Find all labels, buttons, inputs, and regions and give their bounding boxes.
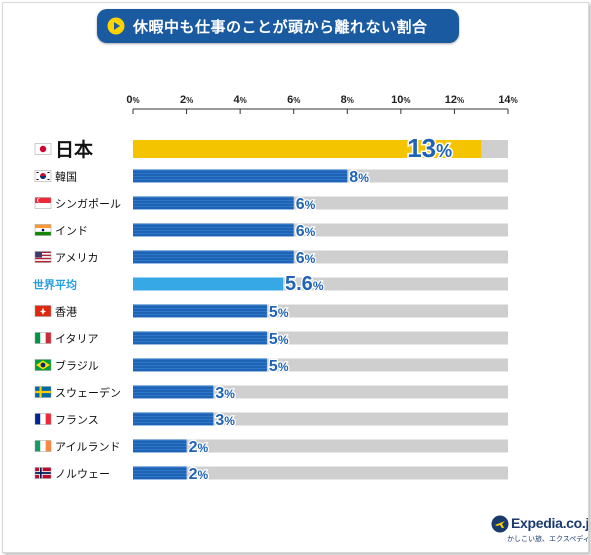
- bar: [133, 277, 283, 291]
- category-label: インド: [55, 225, 88, 238]
- bar-track: [133, 466, 508, 480]
- category-label: 日本: [55, 138, 93, 161]
- italy-flag-icon: [34, 332, 52, 344]
- bar: [133, 331, 267, 345]
- x-tick-label: 10%: [391, 94, 410, 106]
- category-label: アイルランド: [55, 441, 120, 454]
- brand-tagline: かしこい旅、エクスペディア: [507, 535, 589, 543]
- category-label: 韓国: [55, 171, 77, 184]
- singapore-flag-icon: [34, 197, 52, 209]
- bar: [133, 385, 214, 399]
- sweden-flag-icon: [34, 386, 52, 398]
- chart-title: 休暇中も仕事のことが頭から離れない割合: [133, 17, 428, 36]
- value-label: 3%: [215, 385, 235, 402]
- title-banner: 休暇中も仕事のことが頭から離れない割合: [97, 9, 459, 43]
- japan-flag-icon: [34, 143, 52, 155]
- value-label: 6%: [296, 250, 316, 267]
- category-label: フランス: [55, 414, 99, 427]
- x-tick-label: 12%: [445, 94, 464, 106]
- x-tick-label: 2%: [180, 94, 193, 106]
- france-flag-icon: [34, 413, 52, 425]
- india-flag-icon: [34, 224, 52, 236]
- value-label: 6%: [296, 223, 316, 240]
- bar: [133, 223, 294, 237]
- bar: [133, 358, 267, 372]
- category-label: アメリカ: [55, 252, 98, 265]
- korea-flag-icon: [34, 170, 52, 182]
- brazil-flag-icon: [34, 359, 52, 371]
- category-label: イタリア: [55, 333, 99, 346]
- bar: [133, 169, 348, 183]
- hongkong-flag-icon: [34, 305, 52, 317]
- value-label: 13%: [407, 133, 452, 163]
- expedia-plane-icon: [491, 515, 509, 533]
- expedia-logo: Expedia.co.jp かしこい旅、エクスペディア: [489, 513, 588, 549]
- bar-track: [133, 439, 508, 453]
- category-label: ノルウェー: [55, 468, 110, 481]
- bar: [133, 250, 294, 264]
- value-label: 5.6%: [285, 273, 324, 295]
- value-label: 3%: [215, 412, 235, 429]
- value-label: 2%: [189, 439, 209, 456]
- bar: [133, 439, 187, 453]
- bar: [133, 466, 187, 480]
- x-tick-label: 0%: [126, 94, 139, 106]
- value-label: 5%: [269, 331, 289, 348]
- category-label: 香港: [55, 306, 77, 319]
- norway-flag-icon: [34, 467, 52, 479]
- category-label: シンガポール: [55, 198, 121, 211]
- bar: [133, 412, 214, 426]
- value-label: 5%: [269, 358, 289, 375]
- bar-chart: 0% 2% 4% 6% 8% 10% 12% 14% 日本 13% 韓国 8% シンガポール 6% インド…: [33, 94, 518, 484]
- bar: [133, 196, 294, 210]
- brand-name: Expedia.co.jp: [511, 515, 589, 531]
- bar-track: [133, 385, 508, 399]
- bar-track: [133, 412, 508, 426]
- category-label: スウェーデン: [55, 386, 121, 400]
- x-tick-label: 8%: [341, 94, 354, 106]
- ireland-flag-icon: [34, 440, 52, 452]
- bar: [133, 304, 267, 318]
- value-label: 6%: [296, 196, 316, 213]
- value-label: 2%: [189, 466, 209, 483]
- value-label: 8%: [349, 169, 369, 186]
- x-tick-label: 14%: [498, 94, 517, 106]
- bar: [133, 140, 482, 158]
- category-label: ブラジル: [55, 359, 99, 373]
- usa-flag-icon: [34, 251, 52, 263]
- play-icon: [107, 17, 125, 35]
- x-tick-label: 4%: [234, 94, 247, 106]
- value-label: 5%: [269, 304, 289, 321]
- category-label: 世界平均: [33, 278, 77, 292]
- x-tick-label: 6%: [287, 94, 300, 106]
